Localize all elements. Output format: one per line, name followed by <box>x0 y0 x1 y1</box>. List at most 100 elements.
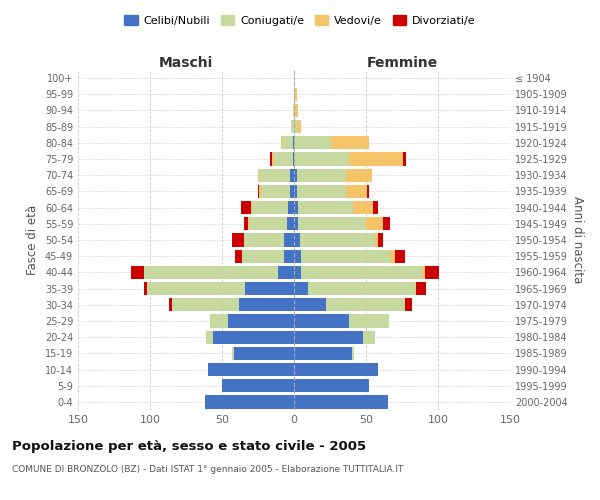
Legend: Celibi/Nubili, Coniugati/e, Vedovi/e, Divorziati/e: Celibi/Nubili, Coniugati/e, Vedovi/e, Di… <box>120 10 480 30</box>
Bar <box>374 234 377 246</box>
Bar <box>346 185 367 198</box>
Bar <box>297 120 301 134</box>
Bar <box>295 88 297 101</box>
Bar <box>349 152 403 166</box>
Bar <box>258 168 259 182</box>
Bar <box>269 152 272 166</box>
Bar <box>232 234 244 246</box>
Bar <box>290 185 294 198</box>
Bar <box>295 104 298 117</box>
Bar <box>301 266 422 279</box>
Bar <box>284 250 294 263</box>
Bar <box>172 298 239 312</box>
Bar <box>274 152 293 166</box>
Bar <box>366 217 383 230</box>
Bar <box>239 298 294 312</box>
Bar <box>331 136 369 149</box>
Bar <box>395 250 405 263</box>
Bar <box>208 363 294 376</box>
Bar <box>241 201 251 214</box>
Text: COMUNE DI BRONZOLO (BZ) - Dati ISTAT 1° gennaio 2005 - Elaborazione TUTTITALIA.I: COMUNE DI BRONZOLO (BZ) - Dati ISTAT 1° … <box>12 465 403 474</box>
Bar <box>283 136 293 149</box>
Bar <box>367 185 369 198</box>
Bar <box>294 104 295 117</box>
Bar <box>272 152 274 166</box>
Bar <box>287 217 294 230</box>
Bar <box>233 346 294 360</box>
Bar <box>294 379 369 392</box>
Bar <box>291 120 294 134</box>
Y-axis label: Anni di nascita: Anni di nascita <box>571 196 584 284</box>
Text: Maschi: Maschi <box>159 56 213 70</box>
Bar <box>363 330 374 344</box>
Bar <box>326 298 405 312</box>
Bar <box>259 168 290 182</box>
Bar <box>391 250 395 263</box>
Bar <box>294 136 331 149</box>
Bar <box>294 152 349 166</box>
Bar <box>248 217 250 230</box>
Bar <box>206 330 214 344</box>
Bar <box>294 314 349 328</box>
Bar <box>352 346 355 360</box>
Bar <box>131 266 144 279</box>
Bar <box>293 136 294 149</box>
Bar <box>242 250 284 263</box>
Y-axis label: Fasce di età: Fasce di età <box>26 205 39 275</box>
Bar <box>169 298 172 312</box>
Bar <box>281 136 283 149</box>
Bar <box>293 104 294 117</box>
Text: Popolazione per età, sesso e stato civile - 2005: Popolazione per età, sesso e stato civil… <box>12 440 366 453</box>
Bar <box>294 185 297 198</box>
Bar <box>222 379 294 392</box>
Bar <box>252 201 288 214</box>
Bar <box>245 282 294 295</box>
Bar <box>294 168 297 182</box>
Bar <box>205 396 294 408</box>
Bar <box>251 201 252 214</box>
Bar <box>228 314 294 328</box>
Bar <box>290 168 294 182</box>
Bar <box>294 298 326 312</box>
Bar <box>288 201 294 214</box>
Bar <box>294 201 298 214</box>
Bar <box>405 298 412 312</box>
Bar <box>294 250 301 263</box>
Bar <box>353 201 373 214</box>
Bar <box>294 217 298 230</box>
Bar <box>211 314 228 328</box>
Bar <box>278 266 294 279</box>
Bar <box>294 120 297 134</box>
Bar <box>294 396 388 408</box>
Bar <box>144 282 147 295</box>
Bar <box>298 201 353 214</box>
Bar <box>297 168 346 182</box>
Bar <box>294 234 300 246</box>
Bar <box>250 217 287 230</box>
Bar <box>349 314 389 328</box>
Bar <box>294 330 363 344</box>
Bar <box>258 185 259 198</box>
Bar <box>377 234 383 246</box>
Bar <box>284 234 294 246</box>
Bar <box>232 346 233 360</box>
Bar <box>416 282 427 295</box>
Bar <box>294 363 377 376</box>
Bar <box>346 168 372 182</box>
Bar <box>294 346 352 360</box>
Bar <box>301 250 391 263</box>
Bar <box>293 152 294 166</box>
Bar <box>144 266 278 279</box>
Bar <box>244 217 248 230</box>
Bar <box>415 282 416 295</box>
Bar <box>261 185 290 198</box>
Bar <box>383 217 391 230</box>
Bar <box>373 201 377 214</box>
Text: Femmine: Femmine <box>367 56 437 70</box>
Bar <box>235 250 242 263</box>
Bar <box>244 234 284 246</box>
Bar <box>422 266 425 279</box>
Bar <box>297 185 346 198</box>
Bar <box>147 282 245 295</box>
Bar <box>300 234 374 246</box>
